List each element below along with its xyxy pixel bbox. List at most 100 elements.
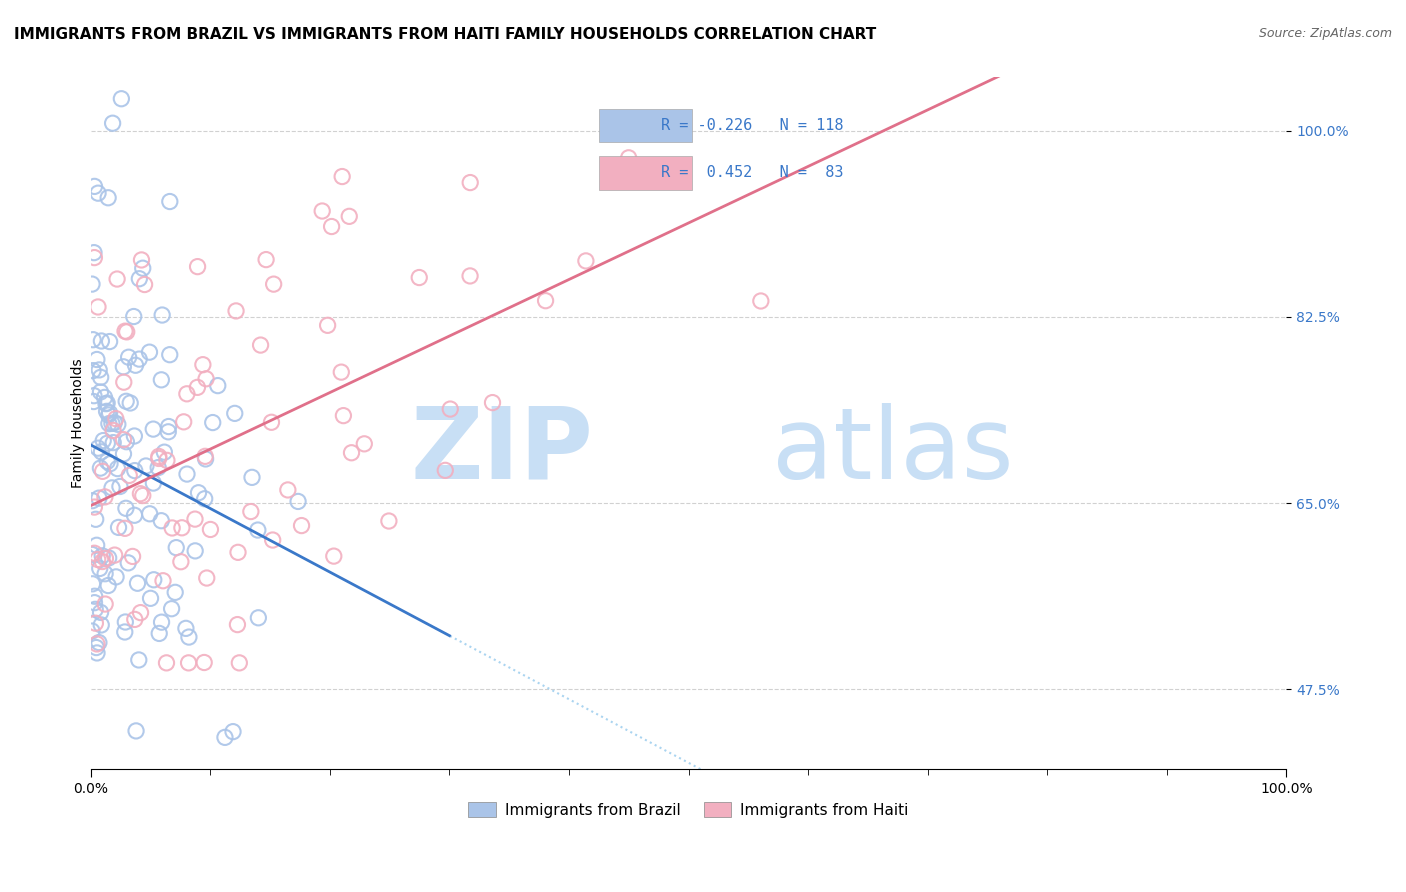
Point (89, 561, 111, 575)
Point (249, 338, 271, 352)
Point (290, 518, 312, 533)
Point (617, 151, 640, 165)
Point (150, 373, 173, 387)
Point (104, 548, 127, 562)
Point (165, 585, 187, 599)
Point (84, 640, 107, 655)
Point (124, 508, 146, 523)
Point (80, 548, 103, 562)
Point (94, 566, 117, 581)
Point (107, 520, 129, 534)
Point (104, 411, 127, 425)
Point (226, 617, 249, 632)
Point (176, 467, 198, 481)
Point (115, 434, 138, 449)
Legend: Immigrants from Brazil, Immigrants from Haiti: Immigrants from Brazil, Immigrants from … (463, 796, 915, 824)
Point (142, 476, 165, 491)
Point (98, 334, 121, 349)
Point (340, 446, 363, 460)
Point (156, 453, 179, 467)
Point (89, 461, 111, 475)
Point (134, 277, 156, 292)
Point (174, 621, 197, 635)
Point (225, 304, 247, 318)
Point (89, 363, 111, 377)
Point (94, 551, 117, 566)
Point (96, 454, 118, 468)
Point (353, 437, 375, 451)
Point (97, 417, 120, 431)
Point (222, 724, 245, 739)
Point (157, 425, 180, 439)
Point (124, 464, 146, 478)
Point (153, 445, 176, 459)
Point (118, 468, 141, 483)
Point (114, 625, 136, 640)
Point (239, 504, 262, 518)
Point (157, 419, 180, 434)
Point (97, 578, 120, 592)
Point (83, 500, 105, 514)
Point (226, 545, 249, 559)
Point (94, 490, 117, 504)
Point (90, 334, 112, 348)
Point (749, 293, 772, 308)
Point (115, 501, 138, 516)
Point (97, 550, 120, 565)
Point (150, 308, 173, 322)
Point (146, 460, 169, 475)
Point (184, 544, 207, 558)
Point (124, 612, 146, 626)
Point (125, 723, 148, 738)
Point (82, 364, 104, 378)
Point (131, 252, 153, 267)
Point (112, 375, 135, 389)
Point (86, 538, 108, 552)
Point (87, 186, 110, 201)
Point (97, 408, 120, 422)
Point (135, 458, 157, 473)
Point (120, 396, 142, 410)
Point (82, 333, 104, 347)
Point (193, 656, 215, 670)
Point (105, 272, 128, 286)
Point (129, 486, 152, 500)
Point (103, 435, 125, 450)
Point (96, 404, 118, 418)
Point (124, 358, 146, 372)
Point (316, 318, 339, 333)
Text: atlas: atlas (772, 402, 1014, 500)
Point (322, 549, 344, 563)
Point (378, 514, 401, 528)
Point (187, 485, 209, 500)
Point (434, 463, 457, 477)
Point (103, 416, 125, 430)
Point (132, 489, 155, 503)
Point (194, 452, 217, 467)
Point (98, 457, 121, 471)
Point (101, 481, 124, 495)
Point (114, 615, 136, 629)
Point (207, 378, 229, 392)
Point (139, 591, 162, 606)
Point (150, 514, 173, 528)
Point (105, 570, 128, 584)
Text: ZIP: ZIP (411, 402, 593, 500)
Point (201, 416, 224, 430)
Point (114, 521, 136, 535)
Point (114, 324, 136, 338)
Point (101, 424, 124, 438)
Point (228, 656, 250, 670)
Point (128, 352, 150, 367)
Point (87, 300, 110, 314)
Point (93, 391, 115, 405)
Point (173, 415, 195, 429)
Point (117, 556, 139, 570)
Point (101, 417, 124, 431)
Point (115, 394, 138, 409)
Point (84, 616, 107, 631)
Point (89, 384, 111, 399)
Point (458, 176, 481, 190)
Y-axis label: Family Households: Family Households (72, 359, 86, 488)
Point (177, 630, 200, 644)
